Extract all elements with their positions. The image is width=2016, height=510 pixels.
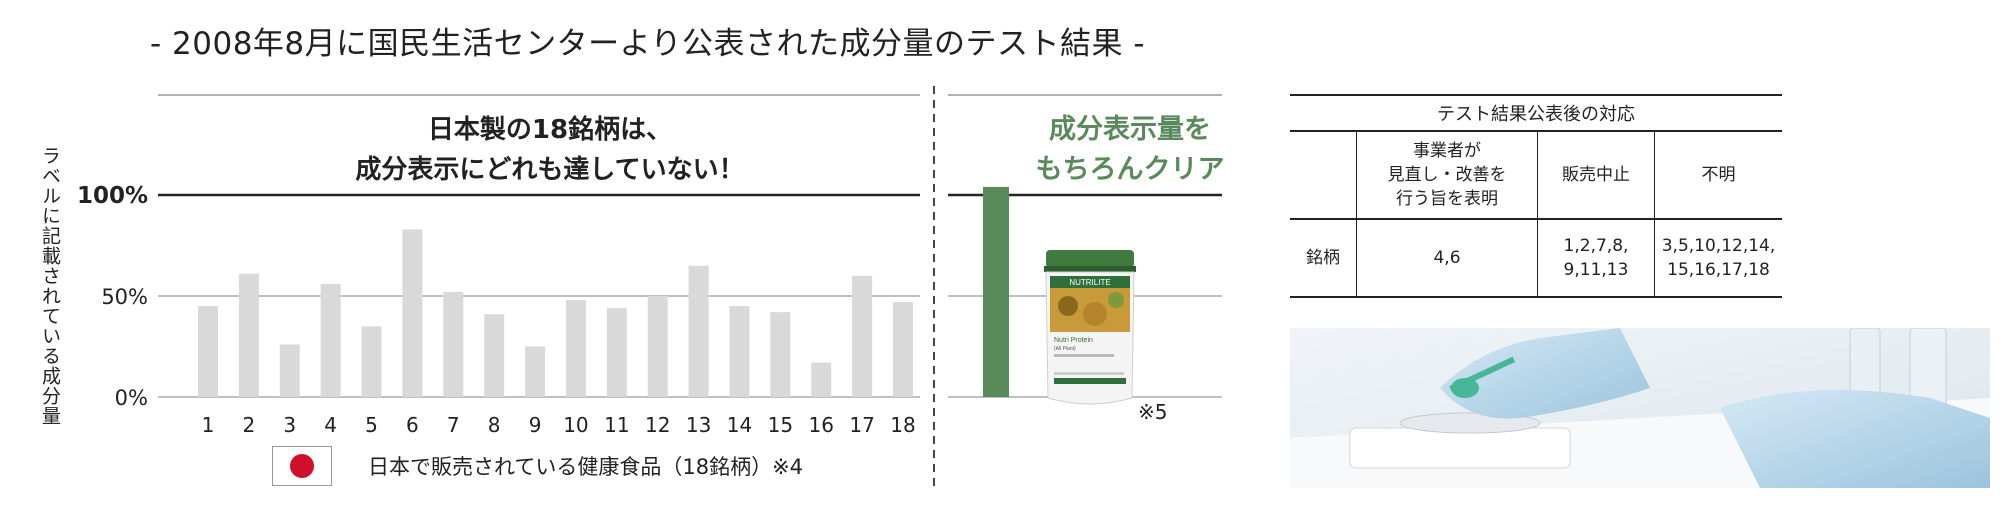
response-table: テスト結果公表後の対応 事業者が 見直し・改善を 行う旨を表明 販売中止 不明 … bbox=[1290, 94, 1782, 298]
header-cell: 不明 bbox=[1654, 131, 1782, 220]
headline-line-2: 成分表示にどれも達していない！ bbox=[355, 155, 745, 185]
product-brand: NUTRILITE bbox=[1069, 278, 1110, 287]
comparison-note: ※5 bbox=[1138, 400, 1168, 424]
bar bbox=[811, 362, 832, 397]
y-tick-label: 0% bbox=[115, 386, 148, 410]
bar bbox=[198, 306, 218, 397]
x-tick-label: 10 bbox=[563, 413, 588, 437]
x-tick-label: 4 bbox=[324, 413, 337, 437]
legend-label: 日本で販売されている健康食品（18銘柄）※4 bbox=[368, 455, 804, 479]
product-subname: (All Plant) bbox=[1054, 346, 1076, 352]
bar bbox=[893, 302, 913, 397]
bar bbox=[647, 296, 668, 397]
bar bbox=[770, 312, 791, 397]
product-name: Nutri Protein bbox=[1054, 337, 1093, 344]
x-tick-label: 16 bbox=[809, 413, 834, 437]
comparison-bar bbox=[983, 186, 1009, 397]
x-tick-label: 2 bbox=[243, 413, 256, 437]
comparison-caption: 成分表示量を もちろんクリア bbox=[1020, 110, 1240, 190]
bar bbox=[279, 344, 300, 397]
x-tick-label: 18 bbox=[890, 413, 915, 437]
x-tick-label: 17 bbox=[849, 413, 874, 437]
page-title: - 2008年8月に国民生活センターより公表された成分量のテスト結果 - bbox=[150, 26, 1146, 62]
x-tick-label: 6 bbox=[406, 413, 419, 437]
header-cell: 販売中止 bbox=[1537, 131, 1655, 220]
bar bbox=[484, 314, 505, 397]
bar bbox=[565, 300, 586, 397]
header-cell: 事業者が 見直し・改善を 行う旨を表明 bbox=[1356, 131, 1538, 220]
row-label: 銘柄 bbox=[1290, 219, 1357, 298]
comparison-line-1: 成分表示量を bbox=[1049, 114, 1211, 145]
x-tick-label: 5 bbox=[365, 413, 378, 437]
bar bbox=[729, 306, 750, 397]
x-tick-label: 14 bbox=[727, 413, 752, 437]
bar bbox=[606, 308, 627, 397]
table-cell: 4,6 bbox=[1356, 219, 1538, 298]
legend: 日本で販売されている健康食品（18銘柄）※4 bbox=[272, 446, 803, 486]
table-cell: 1,2,7,8, 9,11,13 bbox=[1537, 219, 1655, 298]
x-tick-label: 11 bbox=[604, 413, 629, 437]
x-tick-label: 12 bbox=[645, 413, 670, 437]
x-tick-label: 3 bbox=[283, 413, 296, 437]
product-jar-image: NUTRILITE Nutri Protein (All Plant) bbox=[1044, 250, 1136, 405]
bar bbox=[443, 291, 464, 397]
x-tick-label: 13 bbox=[686, 413, 711, 437]
bar bbox=[320, 283, 341, 397]
x-tick-label: 15 bbox=[768, 413, 793, 437]
x-tick-label: 7 bbox=[447, 413, 460, 437]
headline-line-1: 日本製の18銘柄は、 bbox=[427, 115, 673, 145]
x-tick-label: 9 bbox=[529, 413, 542, 437]
table-caption: テスト結果公表後の対応 bbox=[1290, 94, 1782, 132]
x-tick-label: 1 bbox=[202, 413, 215, 437]
y-axis-label: ラベルに記載されている成分量 bbox=[39, 146, 61, 426]
bar bbox=[525, 346, 546, 397]
bar bbox=[238, 273, 259, 397]
bar-chart: 0%50%100%1 2 3 4 5 6 7 8 9 10 11 12 13 14 15 16 17 18 bbox=[77, 86, 1222, 490]
x-tick-label: 8 bbox=[488, 413, 501, 437]
bar bbox=[852, 275, 873, 397]
comparison-line-2: もちろんクリア bbox=[1035, 154, 1225, 185]
bar bbox=[361, 326, 382, 397]
japan-flag-icon bbox=[272, 446, 332, 486]
lab-photo bbox=[1290, 328, 1990, 488]
table-cell: 3,5,10,12,14, 15,16,17,18 bbox=[1654, 219, 1782, 298]
chart-headline: 日本製の18銘柄は、 成分表示にどれも達していない！ bbox=[300, 110, 800, 190]
bar bbox=[402, 229, 423, 397]
bar bbox=[688, 265, 709, 397]
y-tick-label: 50% bbox=[101, 285, 148, 309]
header-cell bbox=[1290, 131, 1357, 220]
y-tick-label: 100% bbox=[77, 183, 148, 209]
